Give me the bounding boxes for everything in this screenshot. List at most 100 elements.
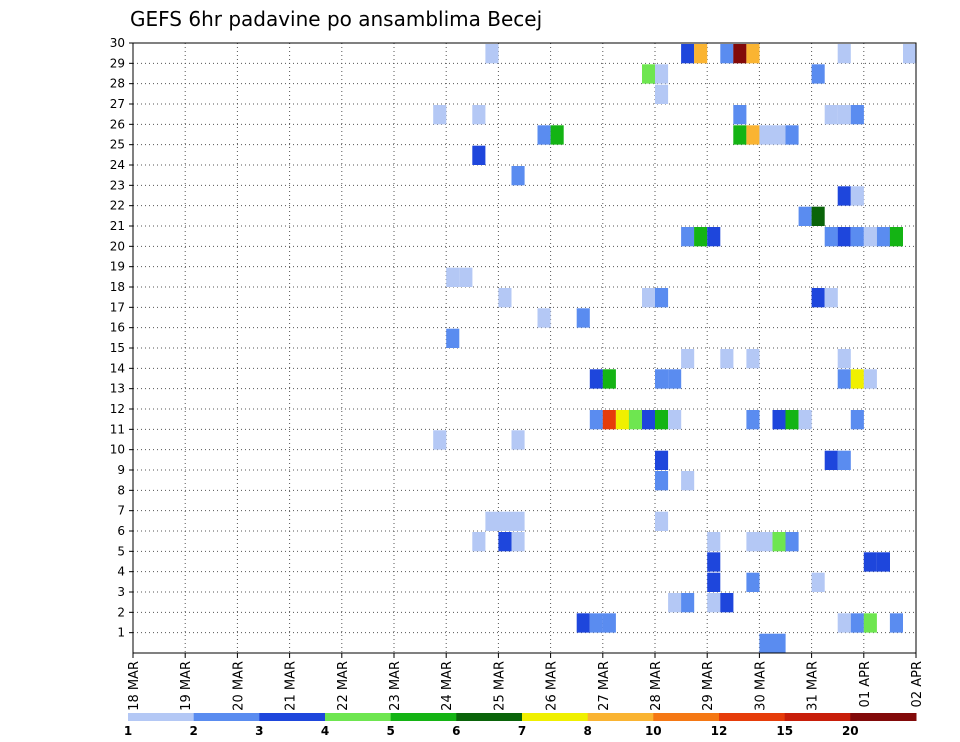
precip-cell bbox=[759, 125, 773, 145]
precip-cell bbox=[655, 64, 669, 84]
legend-swatch bbox=[587, 713, 654, 721]
precip-cell bbox=[733, 44, 747, 64]
precip-cell bbox=[589, 613, 603, 633]
x-tick-label: 02 APR bbox=[910, 661, 925, 707]
y-tick-label: 4 bbox=[117, 565, 125, 579]
precip-cell bbox=[863, 552, 877, 572]
grid bbox=[133, 43, 916, 653]
precip-cell bbox=[707, 572, 721, 592]
y-tick-label: 10 bbox=[110, 443, 125, 457]
y-tick-label: 3 bbox=[117, 585, 125, 599]
y-tick-label: 14 bbox=[110, 361, 125, 375]
legend-swatch bbox=[456, 713, 523, 721]
precip-cell bbox=[720, 349, 734, 369]
precip-cell bbox=[733, 125, 747, 145]
legend-swatch bbox=[719, 713, 786, 721]
precip-cell bbox=[472, 145, 486, 165]
precip-cell bbox=[707, 532, 721, 552]
precip-cell bbox=[681, 349, 695, 369]
chart-title: GEFS 6hr padavine po ansamblima Becej bbox=[130, 7, 542, 31]
precip-cell bbox=[655, 410, 669, 430]
legend-label: 20 bbox=[842, 724, 859, 738]
precip-cell bbox=[681, 227, 695, 247]
legend-swatch bbox=[522, 713, 589, 721]
precip-cell bbox=[433, 430, 447, 450]
y-tick-label: 28 bbox=[110, 77, 125, 91]
precip-cell bbox=[485, 44, 499, 64]
precip-cell bbox=[602, 410, 616, 430]
precip-cell bbox=[668, 593, 682, 613]
precip-cell bbox=[511, 166, 525, 186]
precip-cell bbox=[746, 532, 760, 552]
precip-cell bbox=[876, 552, 890, 572]
y-tick-label: 12 bbox=[110, 402, 125, 416]
precip-cell bbox=[589, 410, 603, 430]
precip-cell bbox=[707, 227, 721, 247]
precip-cell bbox=[837, 613, 851, 633]
precip-cell bbox=[602, 369, 616, 389]
precip-cell bbox=[863, 613, 877, 633]
legend-label: 7 bbox=[518, 724, 526, 738]
precip-cell bbox=[824, 288, 838, 308]
y-tick-label: 22 bbox=[110, 199, 125, 213]
precip-cell bbox=[694, 227, 708, 247]
precip-cell bbox=[655, 369, 669, 389]
precip-cell bbox=[746, 125, 760, 145]
precip-cell bbox=[446, 328, 460, 348]
precip-cell bbox=[576, 613, 590, 633]
precip-cell bbox=[615, 410, 629, 430]
precip-cell bbox=[850, 186, 864, 206]
precip-cell bbox=[889, 613, 903, 633]
precip-cell bbox=[772, 410, 786, 430]
precip-cell bbox=[537, 125, 551, 145]
y-tick-label: 23 bbox=[110, 178, 125, 192]
precip-cell bbox=[707, 552, 721, 572]
x-tick-label: 29 MAR bbox=[701, 661, 716, 711]
precip-cell bbox=[602, 613, 616, 633]
precip-cell bbox=[772, 532, 786, 552]
legend-label: 2 bbox=[190, 724, 198, 738]
precip-cell bbox=[472, 105, 486, 125]
precip-cell bbox=[642, 410, 656, 430]
x-tick-label: 20 MAR bbox=[231, 661, 246, 711]
precip-cell bbox=[655, 450, 669, 470]
precip-cell bbox=[837, 44, 851, 64]
legend-label: 6 bbox=[452, 724, 460, 738]
y-tick-label: 15 bbox=[110, 341, 125, 355]
precip-cell bbox=[511, 532, 525, 552]
legend-label: 4 bbox=[321, 724, 329, 738]
precip-cell bbox=[628, 410, 642, 430]
precip-cell bbox=[850, 410, 864, 430]
x-tick-label: 24 MAR bbox=[440, 661, 455, 711]
precip-cell bbox=[720, 44, 734, 64]
precip-cell bbox=[498, 288, 512, 308]
precip-cell bbox=[655, 471, 669, 491]
precip-cell bbox=[772, 633, 786, 653]
precip-cell bbox=[837, 369, 851, 389]
legend-swatch bbox=[193, 713, 260, 721]
precip-cell bbox=[655, 511, 669, 531]
precip-cell bbox=[863, 227, 877, 247]
precip-cell bbox=[876, 227, 890, 247]
precip-cell bbox=[472, 532, 486, 552]
precip-cell bbox=[811, 572, 825, 592]
precip-cell bbox=[903, 44, 916, 64]
precip-cell bbox=[850, 369, 864, 389]
precip-cell bbox=[837, 105, 851, 125]
precip-cell bbox=[655, 84, 669, 104]
y-tick-label: 20 bbox=[110, 239, 125, 253]
precip-cell bbox=[798, 410, 812, 430]
y-tick-label: 21 bbox=[110, 219, 125, 233]
precip-cell bbox=[837, 450, 851, 470]
y-tick-label: 24 bbox=[110, 158, 125, 172]
legend-swatch bbox=[128, 713, 195, 721]
precip-cell bbox=[837, 227, 851, 247]
y-tick-label: 27 bbox=[110, 97, 125, 111]
y-axis-ticks: 1234567891011121314151617181920212223242… bbox=[110, 36, 133, 640]
y-tick-label: 7 bbox=[117, 504, 125, 518]
precip-cell bbox=[668, 369, 682, 389]
precip-cell bbox=[811, 64, 825, 84]
x-tick-label: 01 APR bbox=[858, 661, 873, 707]
precip-cell bbox=[550, 125, 564, 145]
